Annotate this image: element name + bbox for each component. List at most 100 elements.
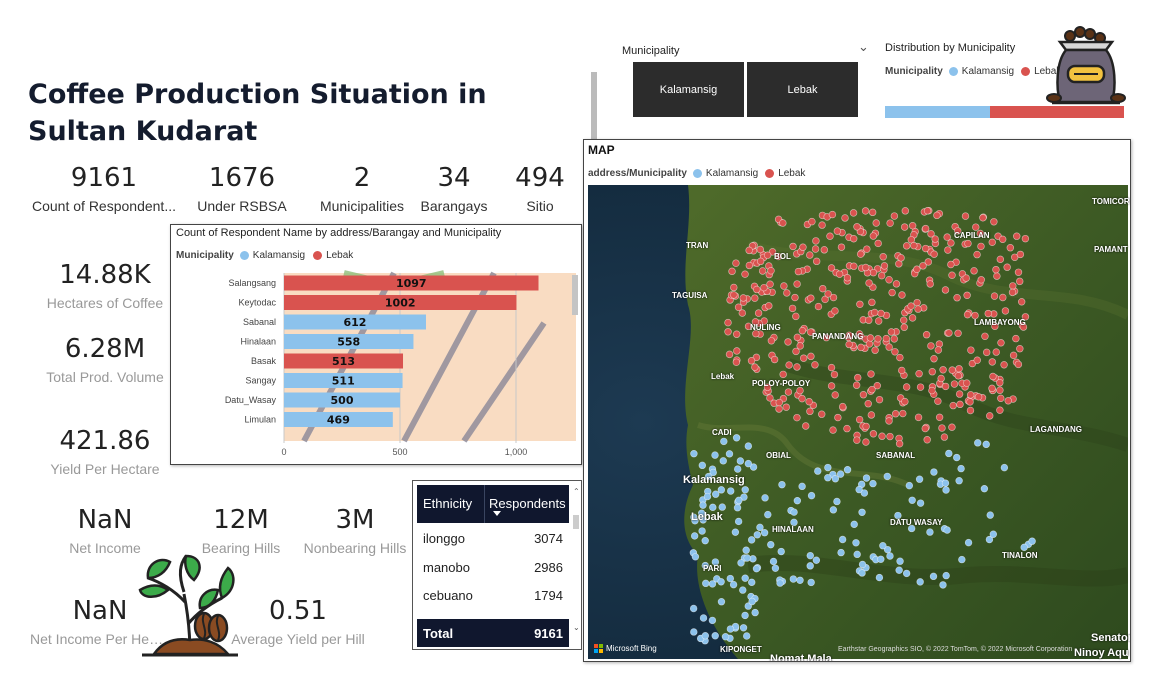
- header-respondents[interactable]: Respondents: [489, 496, 566, 511]
- map-point: [807, 578, 815, 587]
- y-category-label: Datu_Wasay: [225, 395, 277, 405]
- slicer-option-kalamansig[interactable]: Kalamansig: [633, 62, 744, 117]
- kpi-value: 1676: [208, 163, 276, 193]
- map-point: [777, 547, 785, 556]
- map-point: [791, 293, 799, 302]
- kpi-bearing-hills: 12M Bearing Hills: [180, 505, 302, 557]
- table-scrollbar[interactable]: ⌃ ⌄: [573, 485, 580, 645]
- distribution-bar[interactable]: [885, 106, 1124, 118]
- distribution-segment-lebak[interactable]: [990, 106, 1124, 118]
- map-place-label: Senator: [1091, 632, 1131, 644]
- distribution-legend: Municipality Kalamansig Lebak: [885, 66, 1061, 77]
- map-point: [966, 398, 974, 406]
- map-point: [882, 334, 891, 343]
- map-point: [865, 316, 873, 324]
- distribution-segment-kalamansig[interactable]: [885, 106, 991, 118]
- map-point: [770, 355, 779, 364]
- map-point: [820, 246, 828, 254]
- map-point: [886, 552, 894, 560]
- map-point: [744, 322, 753, 331]
- bar[interactable]: [284, 412, 393, 427]
- slicer-option-lebak[interactable]: Lebak: [747, 62, 858, 117]
- map-point: [1000, 463, 1009, 472]
- map-point: [1012, 334, 1020, 343]
- map-point: [824, 463, 832, 472]
- map-point: [958, 555, 966, 564]
- y-category-label: Hinalaan: [240, 337, 276, 347]
- map-point: [691, 517, 699, 525]
- map-point: [944, 246, 952, 254]
- map-attribution[interactable]: Earthstar Geographics SIO, © 2022 TomTom…: [838, 646, 1073, 653]
- kpi-respondents: 9161 Count of Respondent...: [28, 163, 180, 215]
- chart-scrollbar[interactable]: [572, 275, 578, 315]
- map-point: [793, 333, 802, 342]
- map-point: [819, 284, 827, 293]
- scroll-thumb[interactable]: [573, 515, 579, 529]
- map-point: [751, 294, 759, 302]
- map-point: [915, 370, 923, 378]
- chevron-down-icon[interactable]: ⌄: [858, 40, 869, 55]
- table-row[interactable]: manobo 2986: [417, 553, 569, 581]
- map-point: [953, 294, 961, 302]
- map-point: [945, 329, 953, 337]
- map-point: [789, 575, 798, 583]
- map-point: [894, 511, 902, 520]
- map-point: [988, 238, 996, 247]
- map-point: [756, 523, 764, 532]
- map-point: [856, 300, 864, 308]
- map-point: [1016, 250, 1025, 259]
- map-point: [970, 267, 978, 275]
- sort-desc-icon[interactable]: [493, 511, 501, 516]
- map-point: [822, 333, 831, 342]
- map-point: [1014, 268, 1023, 276]
- map-point: [726, 574, 735, 583]
- scroll-down-icon[interactable]: ⌄: [573, 623, 580, 632]
- bar-data-label: 511: [332, 375, 355, 388]
- bar[interactable]: [284, 295, 517, 310]
- kpi-label: Municipalities: [319, 198, 405, 214]
- map-point: [717, 578, 725, 586]
- map-point: [779, 219, 787, 227]
- table-row[interactable]: ilonggo 3074: [417, 524, 569, 552]
- map-point: [999, 293, 1007, 302]
- map-point: [927, 230, 935, 238]
- map-point: [874, 239, 882, 248]
- bing-logo[interactable]: Microsoft Bing: [594, 644, 657, 653]
- bar[interactable]: [284, 373, 403, 388]
- map-point: [941, 286, 950, 294]
- bar[interactable]: [284, 353, 404, 369]
- map-point: [703, 492, 712, 501]
- map-point: [916, 578, 924, 586]
- map-point: [833, 227, 842, 235]
- map-canvas[interactable]: [588, 185, 1128, 659]
- map-point: [741, 574, 749, 582]
- map-point: [767, 540, 775, 549]
- scroll-up-icon[interactable]: ⌃: [573, 487, 580, 496]
- map-point: [942, 571, 950, 580]
- map-point: [719, 457, 727, 465]
- legend-dot-kalamansig: [239, 251, 249, 260]
- map-point: [993, 272, 1001, 280]
- map-point: [732, 358, 741, 366]
- map-point: [829, 426, 837, 434]
- map-point: [899, 409, 907, 418]
- bar[interactable]: [284, 392, 400, 408]
- map-point: [831, 475, 840, 483]
- table-row[interactable]: cebuano 1794: [417, 581, 569, 609]
- map-point: [864, 400, 872, 408]
- map-point: [769, 557, 778, 566]
- map-point: [841, 214, 849, 222]
- y-category-label: Keytodac: [238, 298, 276, 308]
- map-point: [948, 423, 956, 431]
- bar[interactable]: [284, 314, 426, 330]
- map-point: [887, 328, 896, 336]
- bar[interactable]: [284, 334, 414, 349]
- map-point: [718, 503, 726, 511]
- map-point: [886, 219, 894, 227]
- header-ethnicity[interactable]: Ethnicity: [423, 496, 473, 511]
- legend-item-kalamansig: Kalamansig: [705, 168, 759, 179]
- map-point: [928, 386, 936, 395]
- bar[interactable]: [284, 275, 539, 291]
- map-point: [780, 282, 788, 290]
- kpi-prod-volume: 6.28M Total Prod. Volume: [30, 334, 180, 386]
